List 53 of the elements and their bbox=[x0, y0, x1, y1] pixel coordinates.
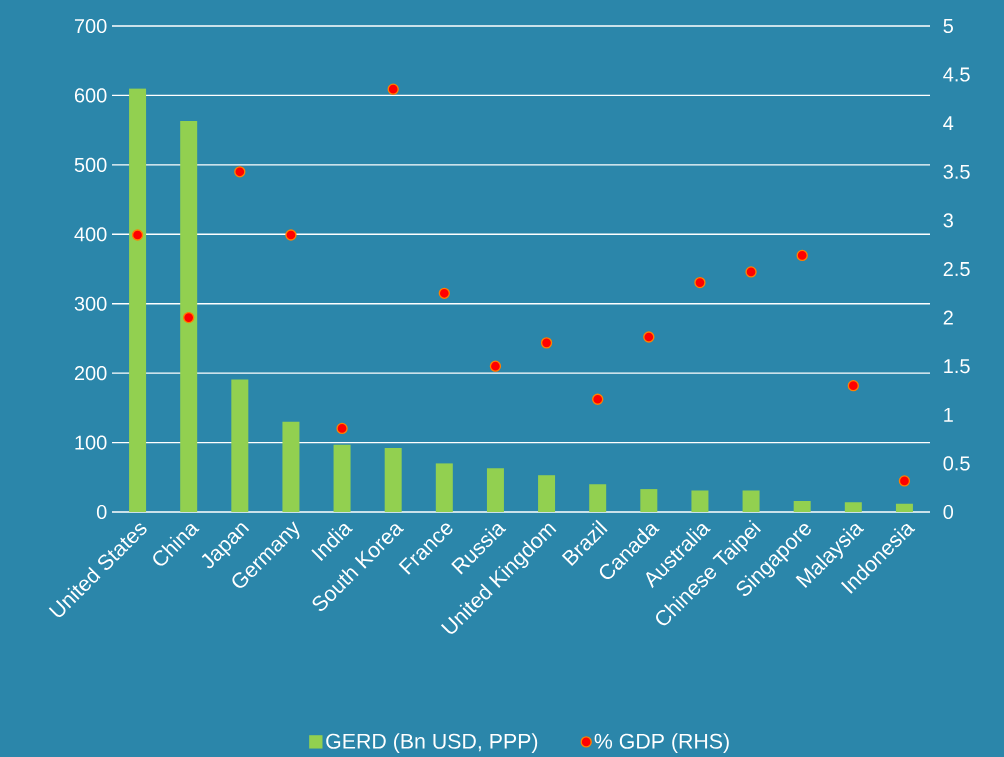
bar bbox=[538, 475, 556, 512]
point bbox=[438, 287, 450, 299]
point bbox=[285, 229, 297, 241]
bar bbox=[129, 88, 147, 512]
y-tick-label: 200 bbox=[74, 365, 107, 381]
y2-tick-label: 3.5 bbox=[943, 164, 970, 179]
point bbox=[489, 360, 502, 372]
point bbox=[796, 249, 808, 261]
y-tick-label: 0 bbox=[96, 504, 107, 519]
y-tick-label: 400 bbox=[74, 227, 107, 242]
y2-tick-label: 5 bbox=[943, 18, 953, 33]
y2-tick-label: 1.5 bbox=[944, 359, 970, 374]
point bbox=[643, 331, 655, 343]
y-tick-label: 700 bbox=[74, 18, 107, 33]
y-tick-label: 600 bbox=[74, 88, 107, 103]
bar bbox=[333, 444, 351, 512]
point bbox=[131, 229, 144, 241]
point bbox=[336, 422, 348, 434]
bar bbox=[691, 490, 709, 512]
point bbox=[234, 165, 246, 178]
point bbox=[540, 337, 553, 349]
bar bbox=[742, 490, 760, 512]
point bbox=[745, 266, 757, 278]
y-tick-label: 100 bbox=[75, 435, 107, 450]
point bbox=[592, 393, 604, 405]
point bbox=[387, 83, 399, 95]
y2-tick-label: 0 bbox=[943, 504, 954, 519]
bar bbox=[282, 421, 300, 512]
point bbox=[898, 475, 911, 487]
point bbox=[847, 379, 859, 392]
y2-tick-label: 1 bbox=[944, 407, 953, 422]
legend-label: GERD (Bn USD, PPP) bbox=[326, 733, 538, 753]
bar bbox=[180, 120, 198, 512]
point bbox=[694, 276, 706, 289]
bar bbox=[435, 463, 453, 512]
point bbox=[183, 311, 195, 324]
bar bbox=[589, 484, 607, 512]
y2-tick-label: 0.5 bbox=[943, 456, 970, 471]
bar bbox=[384, 447, 402, 512]
bar bbox=[895, 503, 913, 512]
bar bbox=[231, 379, 249, 512]
legend-label: % GDP (RHS) bbox=[594, 733, 729, 753]
bar bbox=[844, 502, 862, 512]
bar bbox=[486, 468, 504, 512]
bar bbox=[640, 488, 658, 512]
y2-tick-label: 2 bbox=[943, 310, 953, 325]
y2-tick-label: 2.5 bbox=[943, 261, 970, 276]
y-tick-label: 500 bbox=[74, 157, 107, 172]
y-tick-label: 300 bbox=[74, 296, 107, 311]
y2-tick-label: 4 bbox=[943, 116, 954, 130]
y2-tick-label: 4.5 bbox=[943, 67, 970, 82]
bar bbox=[793, 500, 811, 512]
y2-tick-label: 3 bbox=[943, 213, 953, 228]
